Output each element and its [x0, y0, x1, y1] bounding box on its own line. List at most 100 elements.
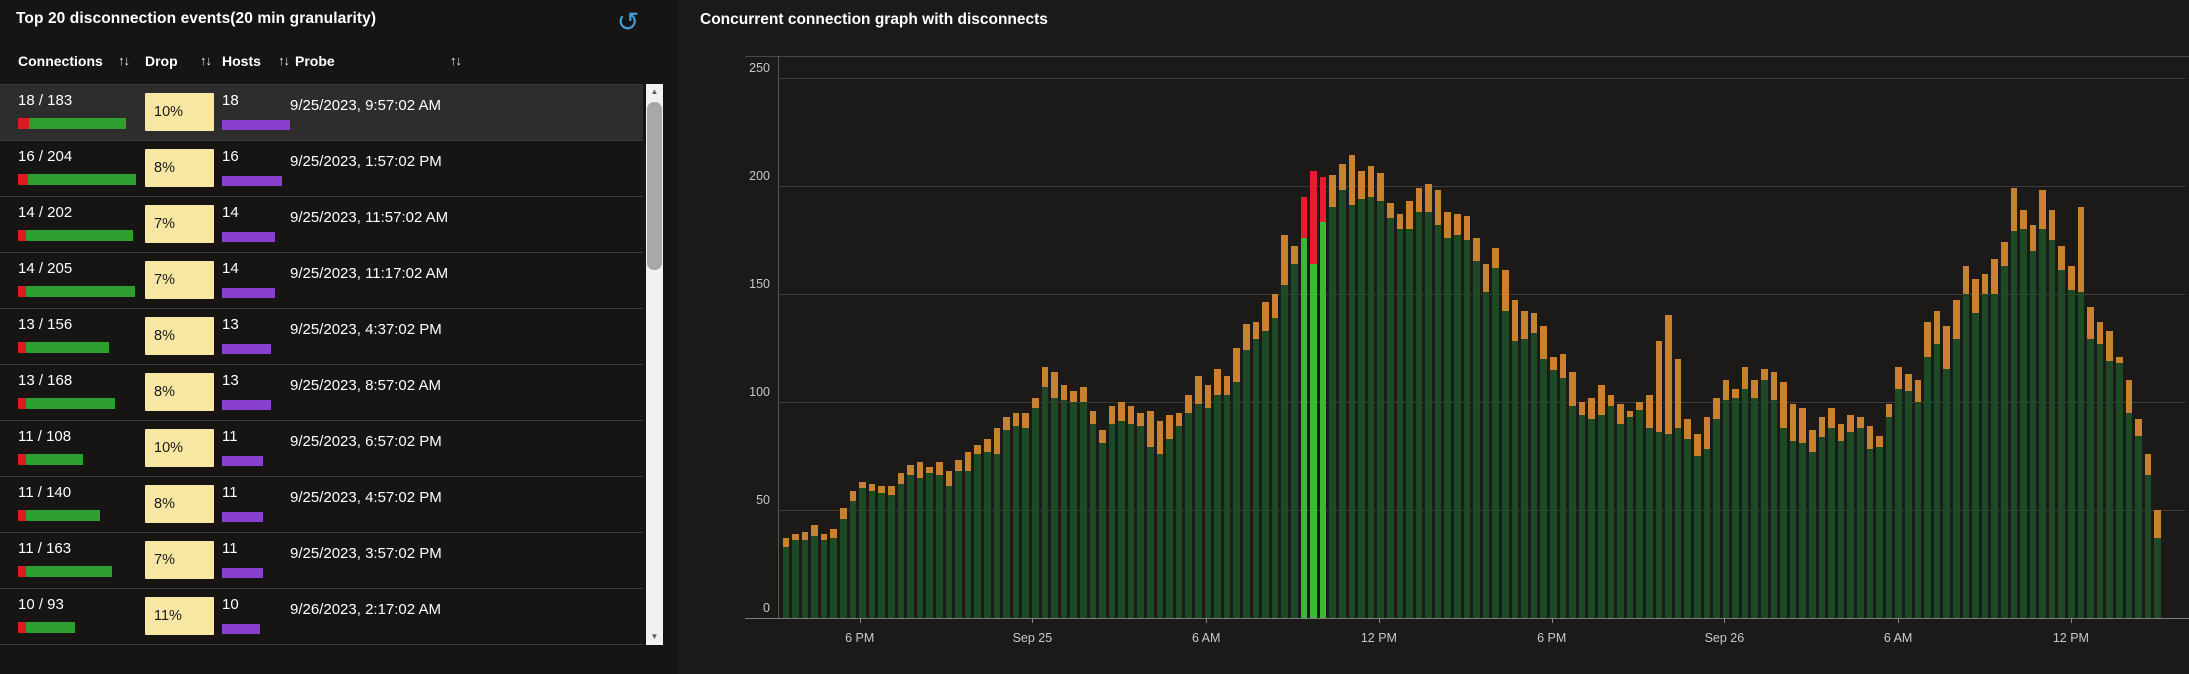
- chart-bar[interactable]: [1003, 417, 1010, 618]
- chart-bar[interactable]: [1079, 386, 1087, 618]
- chart-bar[interactable]: [1521, 311, 1528, 618]
- chart-bar[interactable]: [830, 529, 838, 618]
- chart-bar[interactable]: [2068, 265, 2075, 618]
- chart-bar[interactable]: [916, 462, 924, 618]
- chart-bar[interactable]: [1722, 380, 1730, 618]
- chart-bar[interactable]: [2125, 380, 2133, 618]
- chart-bar[interactable]: [1252, 321, 1260, 618]
- chart-bar[interactable]: [1377, 172, 1384, 618]
- chart-bar[interactable]: [2000, 241, 2008, 618]
- chart-bar[interactable]: [1540, 326, 1547, 618]
- scrollbar-thumb[interactable]: [647, 102, 662, 270]
- chart-bar[interactable]: [801, 531, 809, 618]
- chart-bar[interactable]: [1434, 190, 1442, 618]
- chart-bar[interactable]: [2058, 246, 2066, 618]
- chart-bar[interactable]: [1348, 155, 1356, 618]
- chart-bar[interactable]: [1127, 406, 1135, 618]
- table-row[interactable]: 14 / 202 7% 14 9/25/2023, 11:57:02 AM: [0, 197, 643, 253]
- scroll-down-arrow-icon[interactable]: ▼: [650, 632, 659, 641]
- chart-bar[interactable]: [2077, 207, 2085, 618]
- chart-bar[interactable]: [868, 484, 876, 618]
- chart-bar[interactable]: [1952, 300, 1960, 618]
- chart-bar[interactable]: [792, 533, 799, 618]
- chart-bar[interactable]: [1156, 421, 1164, 618]
- chart-bar[interactable]: [1166, 414, 1173, 618]
- chart-bar[interactable]: [2087, 306, 2094, 618]
- chart-bar[interactable]: [1060, 384, 1068, 618]
- chart-bar[interactable]: [2020, 209, 2027, 618]
- chart-bar[interactable]: [1780, 382, 1787, 618]
- chart-bar[interactable]: [1185, 395, 1193, 618]
- chart-bar[interactable]: [1118, 401, 1125, 618]
- table-row[interactable]: 11 / 140 8% 11 9/25/2023, 4:57:02 PM: [0, 477, 643, 533]
- chart-bar[interactable]: [2096, 321, 2104, 618]
- chart-bar[interactable]: [878, 486, 886, 618]
- chart-bar[interactable]: [1904, 373, 1912, 618]
- chart-bar[interactable]: [1789, 404, 1797, 618]
- chart-bar[interactable]: [1578, 401, 1586, 618]
- chart-bar[interactable]: [1684, 419, 1691, 618]
- refresh-undo-icon[interactable]: ↺: [616, 7, 640, 37]
- chart-bar[interactable]: [1837, 423, 1845, 618]
- chart-bar[interactable]: [1175, 412, 1183, 618]
- chart-bar[interactable]: [964, 451, 972, 618]
- chart-bar[interactable]: [1214, 369, 1221, 618]
- chart-bar[interactable]: [1914, 380, 1922, 618]
- chart-bar[interactable]: [1741, 367, 1749, 618]
- chart-bar[interactable]: [1559, 354, 1567, 618]
- chart-bar[interactable]: [983, 438, 991, 618]
- chart-bar[interactable]: [1693, 434, 1701, 618]
- chart-bar[interactable]: [2010, 187, 2018, 618]
- chart-bar[interactable]: [1809, 429, 1816, 618]
- chart-bar[interactable]: [1847, 414, 1854, 618]
- chart-bar[interactable]: [1876, 436, 1883, 618]
- sort-icon-connections[interactable]: ↑↓: [118, 53, 130, 68]
- chart-bar[interactable]: [1070, 391, 1077, 618]
- chart-bar[interactable]: [888, 486, 895, 618]
- chart-bar[interactable]: [974, 445, 981, 618]
- chart-bar[interactable]: [1012, 412, 1020, 618]
- chart-bar[interactable]: [1329, 174, 1336, 618]
- chart-bar[interactable]: [1597, 384, 1605, 618]
- chart-bar[interactable]: [1885, 404, 1893, 618]
- chart-bar[interactable]: [1367, 166, 1375, 618]
- chart-bar[interactable]: [1981, 274, 1989, 618]
- chart-bar[interactable]: [811, 525, 818, 618]
- chart-bar[interactable]: [1271, 293, 1279, 618]
- chart-bar[interactable]: [2039, 190, 2046, 618]
- chart-bar-highlighted[interactable]: [1300, 196, 1308, 618]
- chart-bar[interactable]: [1828, 408, 1835, 618]
- table-row[interactable]: 11 / 108 10% 11 9/25/2023, 6:57:02 PM: [0, 421, 643, 477]
- chart-bar[interactable]: [1972, 278, 1979, 618]
- chart-bar[interactable]: [1636, 401, 1643, 618]
- chart-bar[interactable]: [1051, 371, 1058, 618]
- chart-bar[interactable]: [1281, 235, 1288, 618]
- table-row[interactable]: 18 / 183 10% 18 9/25/2023, 9:57:02 AM: [0, 85, 643, 141]
- chart-bar[interactable]: [1492, 248, 1500, 618]
- chart-bar[interactable]: [897, 473, 905, 618]
- chart-bar[interactable]: [1454, 213, 1461, 618]
- table-row[interactable]: 13 / 168 8% 13 9/25/2023, 8:57:02 AM: [0, 365, 643, 421]
- column-header-probe[interactable]: Probe: [295, 53, 335, 69]
- chart-bar[interactable]: [1588, 397, 1595, 618]
- chart-bar[interactable]: [1569, 371, 1576, 618]
- chart-bar[interactable]: [993, 427, 1001, 618]
- chart-bar[interactable]: [1425, 183, 1432, 618]
- chart-bar-highlighted[interactable]: [1310, 170, 1317, 618]
- chart-bar[interactable]: [2029, 224, 2037, 618]
- column-header-hosts[interactable]: Hosts: [222, 53, 261, 69]
- chart-bar[interactable]: [1703, 417, 1711, 618]
- chart-bar[interactable]: [2106, 330, 2114, 618]
- chart-bar[interactable]: [1338, 164, 1346, 618]
- chart-bar[interactable]: [1617, 404, 1624, 618]
- chart-bar[interactable]: [1290, 246, 1298, 618]
- chart-bar[interactable]: [2154, 509, 2161, 618]
- table-row[interactable]: 11 / 163 7% 11 9/25/2023, 3:57:02 PM: [0, 533, 643, 589]
- chart-bar[interactable]: [1933, 311, 1941, 618]
- column-header-drop[interactable]: Drop: [145, 53, 178, 69]
- chart-bar[interactable]: [1396, 213, 1404, 618]
- chart-bar[interactable]: [955, 460, 962, 618]
- chart-bar[interactable]: [1358, 170, 1365, 618]
- table-row[interactable]: 10 / 93 11% 10 9/26/2023, 2:17:02 AM: [0, 589, 643, 645]
- chart-bar[interactable]: [2144, 453, 2152, 618]
